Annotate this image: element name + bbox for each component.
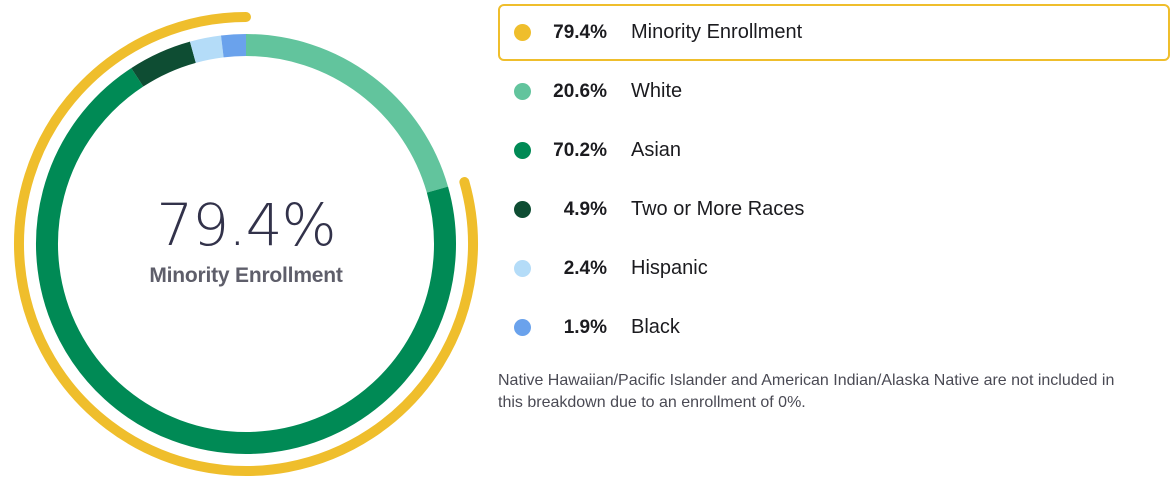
legend-label: Asian — [631, 139, 682, 161]
legend-value: 70.2% — [553, 139, 607, 161]
legend-dot-minority-enrollment — [514, 24, 531, 41]
legend-dot-white — [514, 83, 531, 100]
footnote: Native Hawaiian/Pacific Islander and Ame… — [498, 372, 1115, 411]
legend-item-two-or-more-races[interactable]: 4.9% Two or More Races — [498, 181, 1170, 238]
legend-value: 79.4% — [553, 21, 607, 43]
legend-item-white[interactable]: 20.6% White — [498, 63, 1170, 120]
outer-ring-group — [14, 12, 478, 476]
legend-item-hispanic[interactable]: 2.4% Hispanic — [498, 240, 1170, 297]
legend: 79.4% Minority Enrollment 20.6% White 70… — [498, 4, 1170, 358]
outer-ring-minority-enrollment[interactable] — [14, 12, 478, 476]
legend-value: 1.9% — [563, 316, 607, 338]
legend-value: 2.4% — [563, 257, 607, 279]
legend-label: Black — [631, 316, 680, 338]
legend-item-minority-enrollment[interactable]: 79.4% Minority Enrollment — [498, 4, 1170, 61]
legend-item-black[interactable]: 1.9% Black — [498, 299, 1170, 356]
legend-dot-black — [514, 319, 531, 336]
center-value: 79.4% — [156, 191, 336, 259]
legend-value: 20.6% — [553, 80, 607, 102]
legend-dot-asian — [514, 142, 531, 159]
donut-segment-black[interactable] — [220, 34, 247, 58]
donut-segment-asian[interactable] — [36, 68, 456, 454]
center-label: 79.4% Minority Enrollment — [96, 190, 396, 288]
donut-chart — [14, 12, 478, 476]
center-caption: Minority Enrollment — [149, 264, 343, 287]
legend-label: Two or More Races — [631, 198, 805, 220]
segments-group — [36, 34, 456, 454]
donut-segment-two-or-more-races[interactable] — [131, 41, 197, 87]
legend-value: 4.9% — [563, 198, 607, 220]
donut-segment-white[interactable] — [245, 34, 449, 193]
legend-dot-hispanic — [514, 260, 531, 277]
legend-dot-two-or-more-races — [514, 201, 531, 218]
legend-item-asian[interactable]: 70.2% Asian — [498, 122, 1170, 179]
legend-label: White — [631, 80, 683, 102]
donut-segment-hispanic[interactable] — [189, 35, 224, 63]
legend-label: Hispanic — [631, 257, 708, 279]
legend-label: Minority Enrollment — [631, 21, 803, 43]
